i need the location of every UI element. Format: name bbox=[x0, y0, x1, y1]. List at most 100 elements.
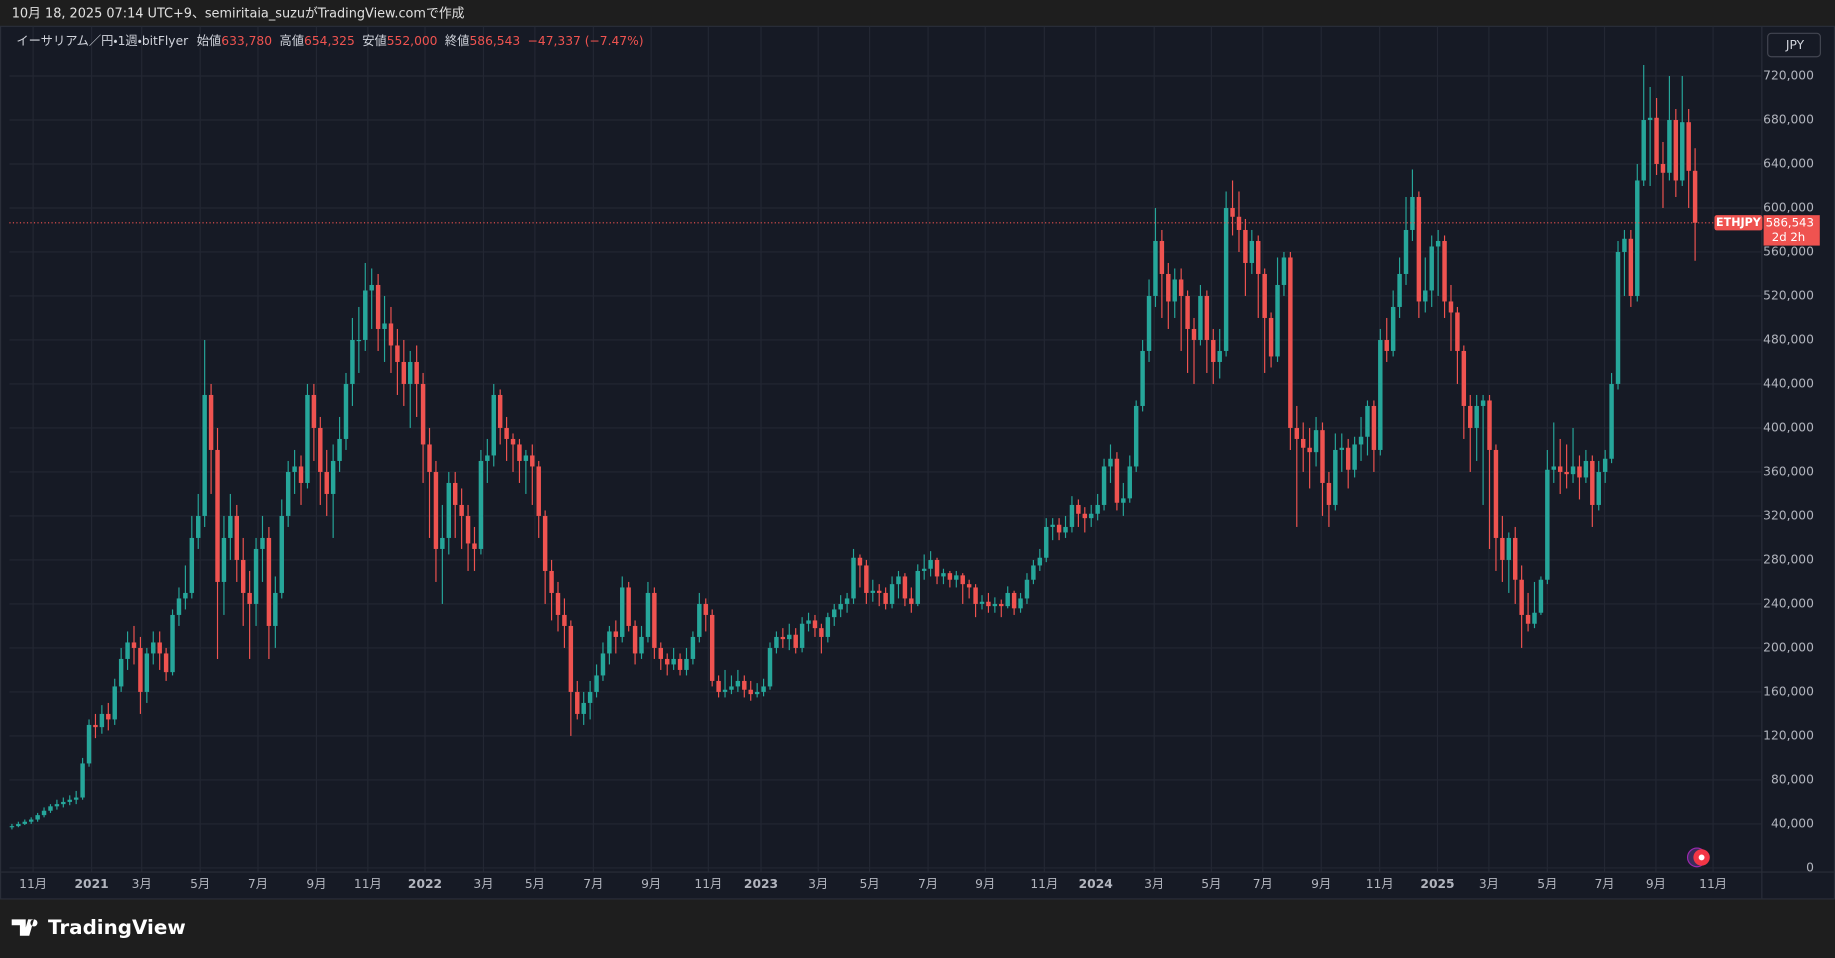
candle-body bbox=[1217, 350, 1222, 362]
logo-mark bbox=[11, 919, 38, 936]
candle-body bbox=[999, 603, 1004, 607]
candle-body bbox=[125, 642, 130, 659]
candle-body bbox=[774, 636, 779, 648]
symbol-tag-text: ETHJPY bbox=[1716, 216, 1762, 229]
candle-body bbox=[80, 763, 85, 798]
y-tick-label: 200,000 bbox=[1763, 640, 1814, 654]
candle-body bbox=[279, 515, 284, 593]
candle-body bbox=[607, 631, 612, 654]
candle-body bbox=[1352, 444, 1357, 470]
candle-body bbox=[1185, 295, 1190, 329]
candle-body bbox=[1153, 240, 1158, 296]
candle-body bbox=[748, 689, 753, 695]
candle-body bbox=[1114, 458, 1120, 503]
event-icon[interactable] bbox=[1686, 847, 1710, 868]
candle-body bbox=[1609, 383, 1614, 459]
candle-body bbox=[530, 455, 535, 467]
candle-body bbox=[22, 821, 28, 824]
currency-button[interactable]: JPY bbox=[1767, 32, 1821, 58]
candle-body bbox=[401, 361, 407, 384]
candle-body bbox=[1339, 447, 1344, 450]
candle-body bbox=[1333, 449, 1338, 505]
x-tick-label: 3月 bbox=[808, 877, 828, 891]
y-tick-label: 320,000 bbox=[1763, 508, 1814, 522]
candle-body bbox=[658, 647, 664, 659]
candle-body bbox=[600, 653, 606, 676]
currency-button-frame[interactable] bbox=[1767, 32, 1821, 58]
price-tag bbox=[1763, 215, 1820, 246]
candle-body bbox=[857, 557, 863, 566]
candle-body bbox=[1442, 240, 1447, 302]
x-tick-label: 7月 bbox=[1253, 877, 1273, 891]
candle-body bbox=[170, 614, 175, 673]
candle-body bbox=[298, 466, 304, 483]
candle-body bbox=[1487, 400, 1492, 450]
candle-body bbox=[1660, 163, 1666, 173]
candle-body bbox=[780, 636, 786, 640]
candle-body bbox=[909, 598, 914, 604]
candle-body bbox=[838, 603, 843, 610]
y-tick-label: 360,000 bbox=[1763, 464, 1814, 478]
candle-body bbox=[1313, 430, 1319, 453]
candle-body bbox=[61, 801, 66, 805]
candle-body bbox=[1230, 207, 1235, 217]
candle-body bbox=[1320, 430, 1325, 483]
candle-body bbox=[1101, 466, 1107, 505]
candle-body bbox=[369, 284, 374, 291]
candle-body bbox=[395, 345, 400, 362]
candle-body bbox=[1262, 273, 1267, 318]
candle-body bbox=[928, 559, 933, 569]
candle-body bbox=[1590, 460, 1595, 505]
candle-body bbox=[273, 592, 278, 626]
candle-body bbox=[1532, 612, 1537, 624]
candle-body bbox=[1211, 339, 1216, 362]
candle-body bbox=[562, 614, 567, 626]
x-tick-label: 2025 bbox=[1420, 877, 1454, 891]
candle-body bbox=[1570, 466, 1576, 475]
y-tick-label: 440,000 bbox=[1763, 376, 1814, 390]
open-value: 633,780 bbox=[221, 33, 272, 47]
event-icon-center[interactable] bbox=[1698, 854, 1705, 861]
candle-body bbox=[382, 323, 387, 329]
y-tick-label: 600,000 bbox=[1763, 200, 1814, 214]
candle-body bbox=[787, 634, 792, 640]
candle-body bbox=[1294, 427, 1300, 439]
candle-body bbox=[1615, 251, 1621, 384]
candle-body bbox=[420, 383, 426, 445]
x-tick-label: 3月 bbox=[132, 877, 152, 891]
x-tick-label: 3月 bbox=[1144, 877, 1164, 891]
candle-body bbox=[183, 592, 188, 599]
candle-body bbox=[324, 471, 329, 494]
candle-body bbox=[196, 515, 201, 538]
candle-body bbox=[446, 482, 452, 538]
candle-body bbox=[215, 449, 220, 582]
candle-body bbox=[1178, 279, 1184, 296]
candle-body bbox=[632, 625, 638, 654]
candle-body bbox=[1673, 119, 1679, 181]
x-tick-label: 5月 bbox=[525, 877, 545, 891]
candle-body bbox=[697, 603, 702, 637]
candle-body bbox=[652, 592, 657, 648]
candle-body bbox=[716, 680, 721, 692]
candle-body bbox=[1037, 557, 1043, 566]
candle-body bbox=[375, 284, 381, 329]
currency-label[interactable]: JPY bbox=[1785, 38, 1805, 52]
candle-body bbox=[1686, 122, 1691, 171]
candle-body bbox=[93, 724, 98, 728]
candle-body bbox=[1198, 295, 1203, 340]
candle-body bbox=[1390, 306, 1396, 351]
candle-body bbox=[427, 444, 432, 472]
candle-body bbox=[228, 515, 233, 538]
candle-body bbox=[677, 658, 683, 670]
candle-body bbox=[1474, 405, 1479, 428]
candle-body bbox=[722, 689, 728, 692]
y-tick-label: 280,000 bbox=[1763, 552, 1814, 566]
candle-body bbox=[973, 587, 978, 604]
candle-body bbox=[581, 702, 586, 714]
candle-body bbox=[9, 826, 15, 828]
candle-body bbox=[806, 620, 811, 624]
candle-body bbox=[35, 815, 40, 820]
candle-body bbox=[1435, 240, 1441, 247]
y-tick-label: 120,000 bbox=[1763, 728, 1814, 742]
candle-body bbox=[285, 471, 291, 516]
